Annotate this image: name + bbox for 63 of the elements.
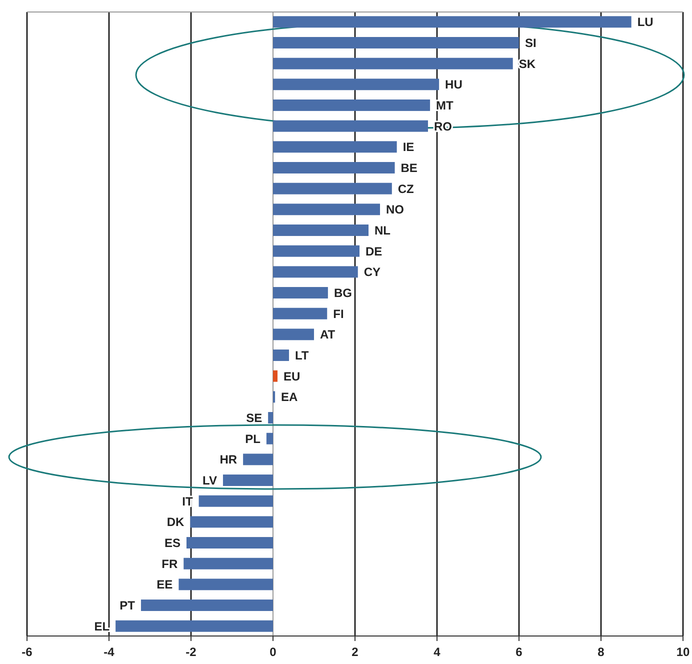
x-tick-label: 4 — [434, 645, 441, 659]
bar — [273, 16, 632, 28]
x-tick-label: -2 — [186, 645, 197, 659]
bar — [198, 495, 273, 507]
y-tick-label: ES — [164, 536, 180, 550]
bar — [273, 204, 380, 216]
y-tick-label: SI — [525, 36, 536, 50]
x-tick-label: -6 — [22, 645, 33, 659]
y-tick-label: AT — [320, 328, 336, 342]
y-tick-label: IE — [402, 140, 414, 154]
bar — [273, 328, 314, 340]
bar — [273, 350, 289, 361]
y-tick-label: LU — [637, 15, 654, 30]
x-tick-label: 6 — [516, 645, 523, 659]
y-tick-label: HU — [445, 78, 462, 92]
y-tick-label: LV — [202, 473, 217, 488]
bar — [116, 620, 273, 632]
bar — [243, 454, 273, 466]
x-tick-label: -4 — [104, 645, 115, 659]
y-tick-label: BE — [400, 160, 418, 175]
bar — [273, 162, 395, 174]
bar — [273, 182, 392, 194]
x-tick-label: 8 — [598, 645, 605, 659]
y-tick-label: NL — [374, 223, 391, 238]
bar — [268, 412, 273, 424]
y-tick-label: EU — [284, 369, 300, 384]
bar — [273, 245, 360, 257]
y-tick-label: DE — [366, 244, 382, 258]
bar — [190, 516, 273, 528]
bar — [273, 37, 519, 48]
y-tick-label: BG — [334, 286, 352, 300]
y-tick-label: FR — [162, 556, 178, 571]
bar — [273, 120, 428, 132]
bar — [273, 308, 328, 320]
y-tick-label: EA — [281, 390, 298, 404]
x-tick-label: 10 — [676, 645, 690, 659]
bar — [178, 578, 273, 590]
bar — [273, 224, 369, 236]
y-tick-label: CZ — [398, 182, 414, 196]
y-tick-label: PL — [245, 432, 260, 446]
y-tick-label: SE — [246, 410, 262, 425]
y-tick-label: NO — [386, 202, 404, 217]
bar — [186, 537, 273, 548]
bar — [273, 141, 397, 153]
bar — [140, 600, 273, 611]
bar — [273, 58, 513, 70]
bar — [273, 100, 430, 111]
y-tick-label: EE — [156, 578, 173, 592]
bar — [184, 558, 273, 570]
y-tick-label: HR — [220, 452, 238, 467]
y-tick-label: LT — [294, 348, 310, 362]
y-tick-label: DK — [166, 515, 184, 530]
bar — [273, 78, 440, 90]
bar — [273, 266, 358, 278]
y-tick-label: CY — [364, 265, 381, 280]
bar — [273, 370, 278, 382]
y-tick-label: PT — [120, 598, 136, 612]
bar — [266, 432, 273, 444]
bar — [273, 287, 328, 298]
bar — [222, 474, 273, 486]
y-tick-label: FI — [333, 306, 344, 321]
x-tick-label: 2 — [352, 645, 359, 659]
x-tick-label: 0 — [270, 645, 277, 659]
